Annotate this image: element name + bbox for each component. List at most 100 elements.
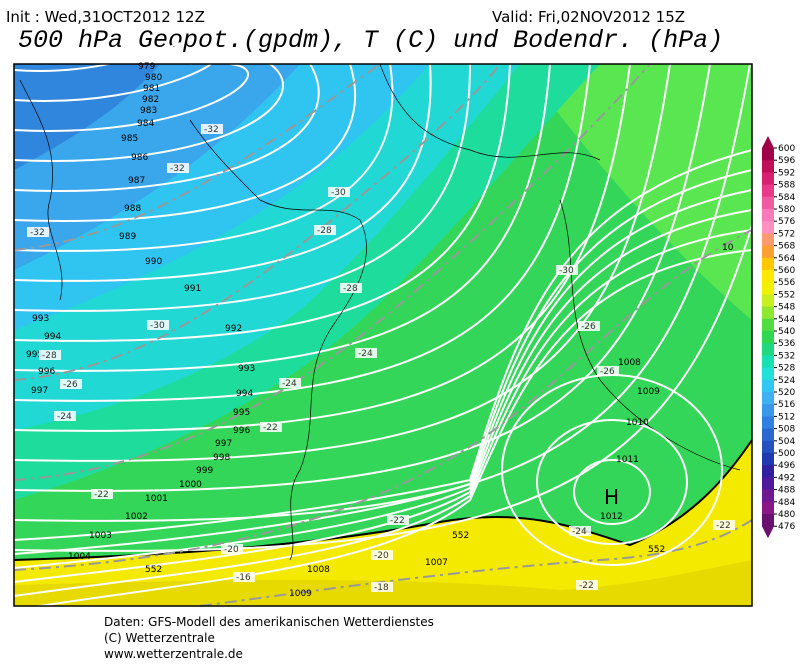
colorbar-label: 476 <box>778 522 795 532</box>
isobar-label: 1001 <box>145 494 168 504</box>
temperature-label-box <box>279 378 301 388</box>
isobar <box>13 249 753 611</box>
isobar-label: 995 <box>26 350 43 360</box>
isobar <box>13 42 182 72</box>
isobar-label: 982 <box>142 95 159 105</box>
isobar-label: 1008 <box>618 358 641 368</box>
map-frame <box>13 63 753 607</box>
temperature-label-box <box>597 366 619 376</box>
temperature-label: -24 <box>572 527 587 537</box>
isobar-label: 1008 <box>307 565 330 575</box>
colorbar-segment <box>762 294 774 308</box>
pressure-center-value: 1012 <box>600 512 623 522</box>
colorbar-label: 540 <box>778 327 795 337</box>
colorbar-segment <box>762 367 774 381</box>
isobar <box>13 149 753 541</box>
colorbar-label: 580 <box>778 205 795 215</box>
temperature-label-box <box>54 411 76 421</box>
isobar-label: 979 <box>138 62 155 72</box>
temperature-label-box <box>328 187 350 197</box>
temperature-label: -32 <box>170 164 185 174</box>
isobar-label: 989 <box>119 232 136 242</box>
temperature-label-box <box>260 422 282 432</box>
temperature-label: -32 <box>30 228 45 238</box>
init-time: Init : Wed,31OCT2012 12Z <box>6 8 205 26</box>
isobar-label: 993 <box>238 364 255 374</box>
temperature-label: -22 <box>263 423 278 433</box>
temperature-label-box <box>91 489 113 499</box>
colorbar-segment <box>762 477 774 491</box>
isobar-label: 996 <box>233 426 250 436</box>
isobar <box>13 189 753 569</box>
isobar-label: 992 <box>225 324 242 334</box>
colorbar-label: 504 <box>778 437 795 447</box>
isobar-label: 1009 <box>637 387 660 397</box>
colorbar-label: 488 <box>778 486 795 496</box>
colorbar-label: 496 <box>778 461 795 471</box>
colorbar-segment <box>762 514 774 527</box>
isobar <box>13 63 711 492</box>
isobar <box>13 63 320 192</box>
colorbar-segment <box>762 440 774 454</box>
footer-line: Daten: GFS-Modell des amerikanischen Wet… <box>104 615 434 629</box>
shading <box>14 440 752 606</box>
colorbar-segment <box>762 221 774 234</box>
temperature-label-box <box>713 520 735 530</box>
isobar-label: 994 <box>44 332 61 342</box>
colorbar-label: 568 <box>778 242 795 252</box>
colorbar-segment <box>762 379 774 393</box>
temperature-label: -20 <box>374 551 389 561</box>
temperature-label-box <box>355 348 377 358</box>
temperature-label-box <box>167 163 189 173</box>
colorbar-segment <box>762 501 774 515</box>
colorbar-label: 560 <box>778 266 795 276</box>
colorbar-segment <box>762 318 774 332</box>
footer-line: (C) Wetterzentrale <box>104 631 215 645</box>
colorbar-label: 572 <box>778 229 795 239</box>
temperature-label: -16 <box>236 573 251 583</box>
colorbar-label: 480 <box>778 510 795 520</box>
temperature-label: -20 <box>224 545 239 555</box>
isobar <box>13 209 753 583</box>
temperature-label-box <box>556 265 578 275</box>
colorbar-label: 520 <box>778 388 795 398</box>
colorbar-label: 484 <box>778 498 795 508</box>
geopotential-label: 552 <box>452 531 469 541</box>
temperature-label: -24 <box>358 349 373 359</box>
colorbar-segment <box>762 160 774 173</box>
temperature-label: -28 <box>317 226 332 236</box>
colorbar-label: 516 <box>778 400 795 410</box>
valid-time: Valid: Fri,02NOV2012 15Z <box>492 8 685 26</box>
colorbar: 600 596 592 588 584 580 576 572 568 564 560 556 552 5… <box>762 136 795 539</box>
isobar <box>13 63 591 402</box>
isobar-label: 995 <box>233 408 250 418</box>
colorbar-segment <box>762 270 774 283</box>
colorbar-label: 528 <box>778 364 795 374</box>
temperature-label: -22 <box>579 581 594 591</box>
geopotential-label: 552 <box>648 545 665 555</box>
colorbar-segment <box>762 282 774 295</box>
colorbar-segment <box>762 355 774 369</box>
colorbar-segment <box>762 489 774 503</box>
temperature-label: -18 <box>374 583 389 593</box>
temperature-label: -24 <box>282 379 297 389</box>
temperature-label-box <box>340 283 362 293</box>
temperature-label: -28 <box>42 351 57 361</box>
isobar-label: 991 <box>184 284 201 294</box>
isobar-label: 1004 <box>68 552 91 562</box>
isobar-label: 990 <box>145 257 162 267</box>
isobar-label: 1011 <box>616 455 639 465</box>
isobar <box>13 169 753 555</box>
isobar-label: 1000 <box>179 480 202 490</box>
isobar-label: 10 <box>722 243 734 253</box>
temperature-label-box <box>221 544 243 554</box>
map-title: 500 hPa Geopot.(gpdm), T (C) und Bodendr… <box>18 26 723 55</box>
colorbar-segment <box>762 392 774 405</box>
colorbar-label: 500 <box>778 449 795 459</box>
colorbar-label: 524 <box>778 376 795 386</box>
isobar-label: 994 <box>236 389 253 399</box>
isobar-label: 999 <box>196 466 213 476</box>
colorbar-label: 532 <box>778 351 795 361</box>
colorbar-segment <box>762 306 774 320</box>
